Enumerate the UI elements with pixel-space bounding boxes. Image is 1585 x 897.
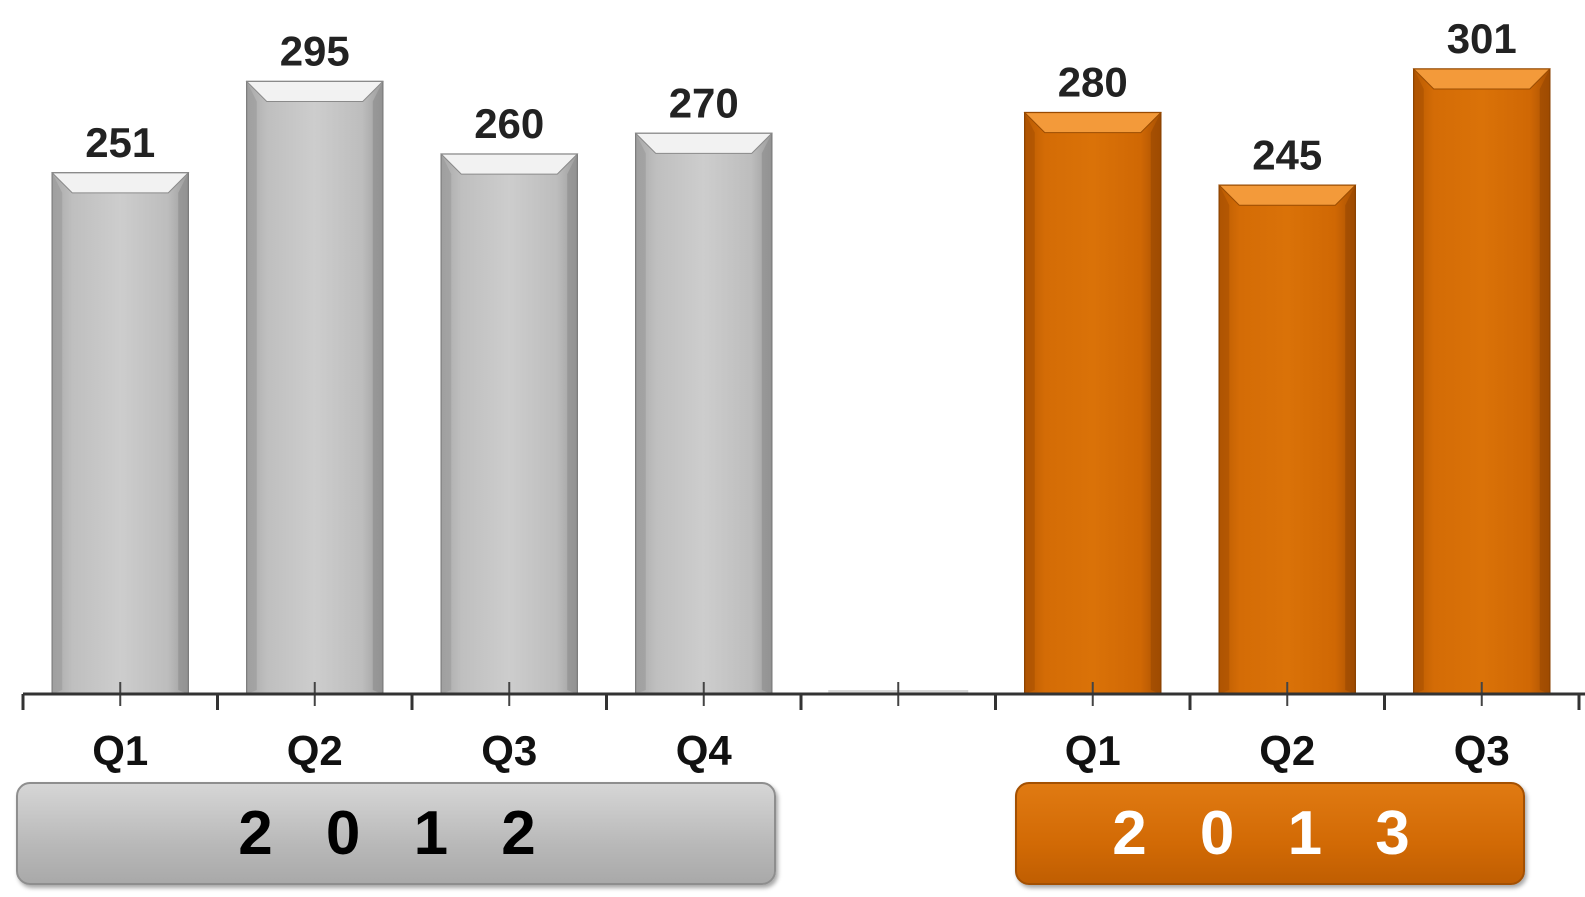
tick-label-2012-q4: Q4 [676,727,733,774]
value-label-2012-q3: 260 [474,100,544,147]
bar-2012-q1 [51,172,190,695]
year-label-2012: 2 0 1 2 [16,782,776,885]
bar-2012-q4 [634,132,773,695]
tick-label-2012-q3: Q3 [481,727,537,774]
tick-label-2013-q1: Q1 [1065,727,1121,774]
value-label-2013-q3: 301 [1447,15,1517,62]
value-label-2013-q1: 280 [1058,59,1128,106]
tick-label-2013-q3: Q3 [1454,727,1510,774]
year-label-2013: 2 0 1 3 [1015,782,1525,885]
tick-label-2013-q2: Q2 [1259,727,1315,774]
value-label-2013-q2: 245 [1252,131,1322,178]
bar-2013-q2 [1218,184,1357,695]
bar-2012-q3 [440,153,579,695]
bar-2012-q2 [245,80,384,695]
value-label-2012-q1: 251 [85,119,155,166]
tick-label-2012-q2: Q2 [287,727,343,774]
bar-2013-q3 [1412,68,1551,695]
tick-label-2012-q1: Q1 [92,727,148,774]
value-label-2012-q4: 270 [669,79,739,126]
value-label-2012-q2: 295 [280,27,350,74]
bar-2013-q1 [1023,111,1162,695]
